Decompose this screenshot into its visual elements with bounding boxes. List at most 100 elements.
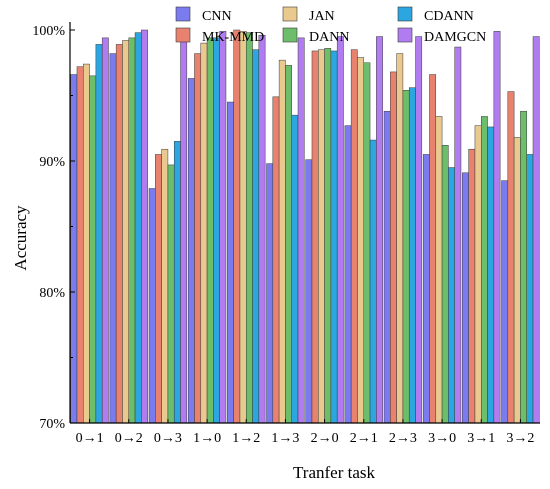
bar-damgcn-7: [376, 37, 382, 423]
bar-mk-mmd-9: [429, 75, 435, 423]
bar-dann-4: [246, 33, 252, 423]
legend-swatch-damgcn: [398, 28, 412, 42]
bar-cnn-9: [423, 154, 429, 423]
bar-cdann-11: [527, 154, 533, 423]
bar-cnn-5: [267, 164, 273, 423]
bar-damgcn-9: [455, 47, 461, 423]
y-tick-label: 100%: [32, 24, 65, 39]
bar-damgcn-5: [298, 38, 304, 423]
legend-swatch-dann: [283, 28, 297, 42]
bar-mk-mmd-0: [77, 67, 83, 423]
bar-cnn-8: [384, 111, 390, 423]
bar-cdann-5: [292, 115, 298, 423]
legend-swatch-mk-mmd: [176, 28, 190, 42]
bar-cdann-6: [331, 51, 337, 423]
legend-label-cdann: CDANN: [424, 9, 474, 24]
bar-cdann-4: [253, 50, 259, 423]
bar-damgcn-0: [102, 38, 108, 423]
legend-label-dann: DANN: [309, 30, 349, 45]
bar-cdann-9: [448, 168, 454, 423]
bar-jan-5: [279, 60, 285, 423]
bar-dann-8: [403, 90, 409, 423]
x-tick-label: 1→2: [232, 431, 260, 446]
bar-mk-mmd-5: [273, 97, 279, 423]
x-tick-label: 0→1: [76, 431, 104, 446]
bar-dann-1: [129, 38, 135, 423]
bar-cdann-1: [135, 33, 141, 423]
bar-cnn-11: [502, 181, 508, 423]
legend-label-mk-mmd: MK-MMD: [202, 30, 264, 45]
bar-dann-11: [520, 111, 526, 423]
bar-damgcn-2: [181, 42, 187, 423]
bar-damgcn-11: [533, 37, 539, 423]
bar-jan-10: [475, 126, 481, 423]
bar-cnn-7: [345, 126, 351, 423]
bar-dann-0: [90, 76, 96, 423]
bar-mk-mmd-4: [234, 30, 240, 423]
bar-jan-9: [436, 116, 442, 423]
bar-damgcn-10: [494, 31, 500, 423]
bar-damgcn-1: [141, 30, 147, 423]
bar-damgcn-8: [416, 37, 422, 423]
bar-dann-5: [285, 65, 291, 423]
bar-cnn-10: [462, 173, 468, 423]
bar-cdann-3: [213, 38, 219, 423]
bar-cdann-2: [174, 141, 180, 423]
bar-mk-mmd-7: [351, 50, 357, 423]
bar-mk-mmd-11: [508, 92, 514, 423]
bar-dann-2: [168, 165, 174, 423]
legend-label-jan: JAN: [309, 9, 335, 24]
bar-damgcn-6: [337, 37, 343, 423]
bar-mk-mmd-6: [312, 51, 318, 423]
x-tick-label: 1→3: [271, 431, 299, 446]
bar-cdann-10: [488, 127, 494, 423]
bar-jan-2: [162, 149, 168, 423]
x-tick-label: 0→3: [154, 431, 182, 446]
bar-mk-mmd-2: [155, 154, 161, 423]
bar-cnn-4: [227, 102, 233, 423]
bar-jan-0: [83, 64, 89, 423]
x-tick-label: 1→0: [193, 431, 221, 446]
y-tick-label: 80%: [39, 286, 65, 301]
y-tick-label: 70%: [39, 417, 65, 432]
x-tick-label: 2→1: [350, 431, 378, 446]
bar-dann-10: [481, 116, 487, 423]
bar-damgcn-4: [259, 35, 265, 423]
bar-mk-mmd-3: [194, 54, 200, 423]
bar-cnn-0: [71, 75, 77, 423]
legend-swatch-jan: [283, 7, 297, 21]
bar-cdann-8: [409, 88, 415, 423]
x-tick-label: 3→1: [467, 431, 495, 446]
bar-cdann-7: [370, 140, 376, 423]
x-axis-title: Tranfer task: [293, 463, 375, 482]
x-tick-label: 3→0: [428, 431, 456, 446]
legend-swatch-cnn: [176, 7, 190, 21]
bar-mk-mmd-10: [469, 149, 475, 423]
bar-cnn-3: [188, 78, 194, 423]
bar-jan-1: [122, 40, 128, 423]
bar-dann-7: [364, 63, 370, 423]
bar-jan-3: [201, 43, 207, 423]
bar-dann-6: [325, 48, 331, 423]
bar-jan-11: [514, 137, 520, 423]
legend-swatch-cdann: [398, 7, 412, 21]
plot-area: [71, 30, 540, 423]
x-tick-label: 0→2: [115, 431, 143, 446]
bar-jan-6: [318, 50, 324, 423]
y-axis-title: Accuracy: [11, 205, 30, 271]
x-tick-label: 2→3: [389, 431, 417, 446]
legend-label-damgcn: DAMGCN: [424, 30, 486, 45]
bar-cnn-2: [149, 189, 155, 423]
x-tick-label: 2→0: [311, 431, 339, 446]
bar-mk-mmd-8: [390, 72, 396, 423]
bar-dann-9: [442, 145, 448, 423]
bar-jan-8: [397, 54, 403, 423]
bar-damgcn-3: [220, 31, 226, 423]
bar-dann-3: [207, 38, 213, 423]
legend-label-cnn: CNN: [202, 9, 232, 24]
x-tick-label: 3→2: [506, 431, 534, 446]
bar-jan-4: [240, 31, 246, 423]
bar-cnn-1: [110, 54, 116, 423]
bar-mk-mmd-1: [116, 44, 122, 423]
